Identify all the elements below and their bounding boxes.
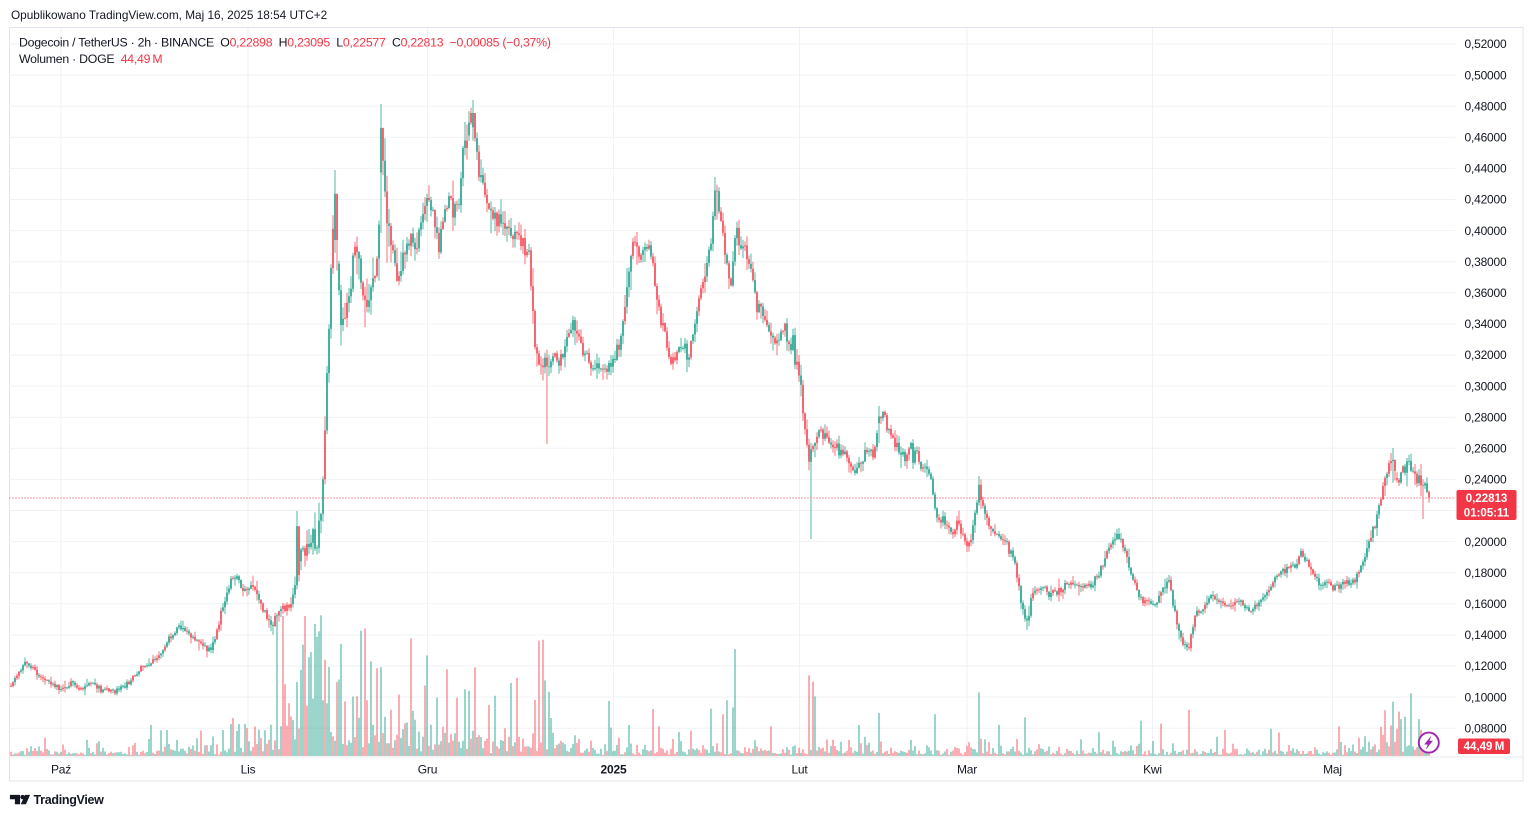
svg-text:0,48000: 0,48000: [1465, 99, 1508, 113]
svg-text:Dogecoin / TetherUS · 2h · BIN: Dogecoin / TetherUS · 2h · BINANCE O0,22…: [19, 36, 551, 50]
svg-text:Kwi: Kwi: [1143, 763, 1162, 777]
svg-text:0,08000: 0,08000: [1465, 721, 1508, 735]
svg-text:0,40000: 0,40000: [1465, 224, 1508, 238]
svg-text:0,26000: 0,26000: [1465, 442, 1508, 456]
svg-text:0,46000: 0,46000: [1465, 131, 1508, 145]
svg-text:Lis: Lis: [241, 763, 256, 777]
svg-text:0,24000: 0,24000: [1465, 473, 1508, 487]
svg-text:Paź: Paź: [51, 763, 71, 777]
svg-text:0,18000: 0,18000: [1465, 566, 1508, 580]
svg-text:Maj: Maj: [1323, 763, 1342, 777]
svg-text:0,10000: 0,10000: [1465, 690, 1508, 704]
svg-text:44,49 M: 44,49 M: [1464, 741, 1505, 753]
svg-text:0,30000: 0,30000: [1465, 379, 1508, 393]
svg-text:0,16000: 0,16000: [1465, 597, 1508, 611]
svg-text:0,22813: 0,22813: [1466, 493, 1508, 505]
svg-text:Wolumen · DOGE 44,49 M: Wolumen · DOGE 44,49 M: [19, 52, 162, 66]
svg-text:0,34000: 0,34000: [1465, 317, 1508, 331]
svg-text:0,32000: 0,32000: [1465, 348, 1508, 362]
svg-text:TradingView: TradingView: [34, 793, 105, 807]
svg-text:0,28000: 0,28000: [1465, 410, 1508, 424]
svg-text:2025: 2025: [601, 763, 627, 777]
svg-text:Gru: Gru: [418, 763, 437, 777]
svg-text:Lut: Lut: [791, 763, 808, 777]
svg-text:0,38000: 0,38000: [1465, 255, 1508, 269]
svg-text:0,50000: 0,50000: [1465, 68, 1508, 82]
svg-text:0,12000: 0,12000: [1465, 659, 1508, 673]
svg-text:0,44000: 0,44000: [1465, 162, 1508, 176]
svg-text:01:05:11: 01:05:11: [1464, 507, 1510, 519]
svg-text:0,14000: 0,14000: [1465, 628, 1508, 642]
svg-text:Mar: Mar: [957, 763, 977, 777]
svg-text:0,52000: 0,52000: [1465, 37, 1508, 51]
svg-text:Opublikowano TradingView.com,: Opublikowano TradingView.com, Maj 16, 20…: [11, 8, 327, 22]
svg-text:0,20000: 0,20000: [1465, 535, 1508, 549]
svg-text:0,36000: 0,36000: [1465, 286, 1508, 300]
svg-text:0,42000: 0,42000: [1465, 193, 1508, 207]
